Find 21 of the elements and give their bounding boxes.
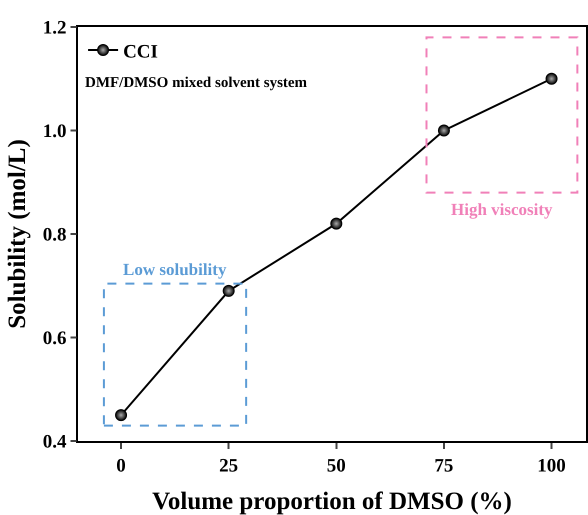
annotation: Low solubility <box>123 260 227 279</box>
x-axis-title: Volume proportion of DMSO (%) <box>152 488 512 515</box>
y-tick-label: 0.6 <box>42 328 66 350</box>
x-tick-label: 75 <box>434 456 454 477</box>
legend-label: CCI <box>123 41 158 62</box>
annotation: DMF/DMSO mixed solvent system <box>85 75 308 91</box>
point <box>222 284 235 297</box>
y-tick-label: 0.4 <box>42 432 67 453</box>
annotation: High viscosity <box>451 200 554 219</box>
point <box>330 218 342 230</box>
x-tick-label: 50 <box>326 456 346 477</box>
y-tick-label: 0.8 <box>42 224 66 246</box>
y-axis-title: Solubility (mol/L) <box>4 139 31 329</box>
point <box>438 124 450 136</box>
point <box>546 72 558 85</box>
x-tick-label: 0 <box>116 456 126 477</box>
x-tick-label: 100 <box>537 456 566 477</box>
y-tick-label: 1.2 <box>42 18 66 39</box>
y-tick-label: 1.0 <box>42 121 66 142</box>
x-tick-label: 25 <box>219 456 238 477</box>
point <box>115 409 128 422</box>
